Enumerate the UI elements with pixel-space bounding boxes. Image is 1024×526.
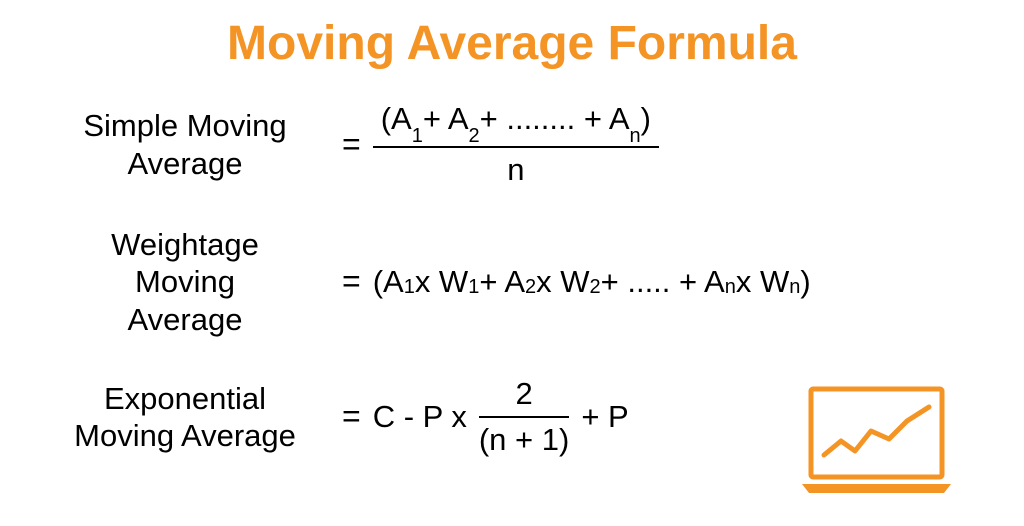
wma-label-line3: Average — [128, 302, 243, 337]
ema-label-line2: Moving Average — [74, 418, 296, 453]
ema-label: Exponential Moving Average — [40, 380, 330, 454]
wma-label: Weightage Moving Average — [40, 226, 330, 338]
equals-sign: = — [342, 126, 361, 163]
ema-expression: C - P x 2 (n + 1) + P — [373, 376, 629, 458]
ema-fraction: 2 (n + 1) — [479, 376, 569, 458]
ema-label-line1: Exponential — [104, 381, 266, 416]
page-title: Moving Average Formula — [0, 0, 1024, 101]
sma-label-line2: Average — [128, 146, 243, 181]
sma-fraction: (A1+ A2+ ........ + An) n — [373, 101, 659, 188]
sma-label: Simple Moving Average — [40, 107, 330, 181]
wma-expression: (A1 x W1 + A2 x W2 + ..... + An x Wn) — [373, 264, 811, 300]
laptop-chart-icon — [799, 383, 954, 498]
sma-denominator: n — [507, 148, 524, 188]
sma-label-line1: Simple Moving — [83, 108, 286, 143]
wma-formula-row: Weightage Moving Average = (A1 x W1 + A2… — [0, 226, 1024, 338]
wma-label-line2: Moving — [135, 264, 235, 299]
equals-sign: = — [342, 263, 361, 300]
equals-sign: = — [342, 398, 361, 435]
sma-formula-row: Simple Moving Average = (A1+ A2+ .......… — [0, 101, 1024, 188]
wma-label-line1: Weightage — [111, 227, 259, 262]
sma-numerator: (A1+ A2+ ........ + An) — [373, 101, 659, 146]
